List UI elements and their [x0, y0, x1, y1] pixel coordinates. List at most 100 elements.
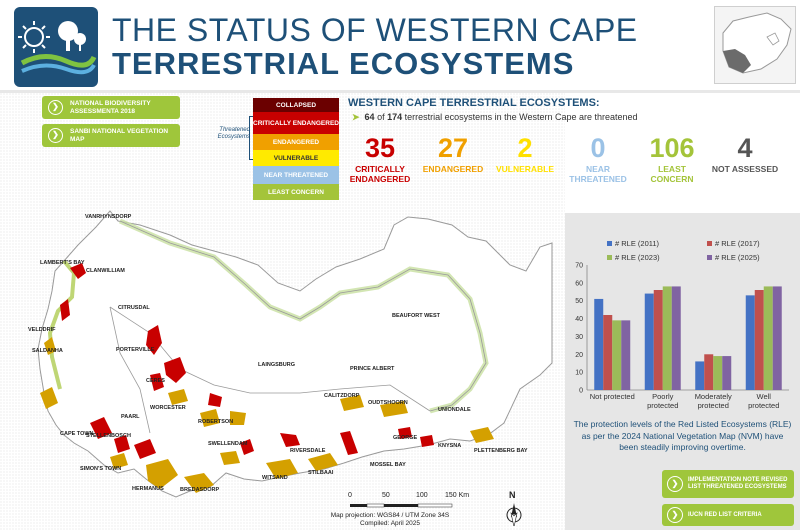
bullet-arrow-icon: ➤	[352, 112, 365, 122]
bar	[653, 290, 663, 390]
town-label: GEORGE	[393, 435, 418, 441]
legend-collapsed: COLLAPSED	[253, 98, 339, 112]
bar	[754, 290, 764, 390]
town-label: PRINCE ALBERT	[350, 366, 395, 372]
town-label: CITRUSDAL	[118, 305, 150, 311]
x-tick-label: protected	[698, 401, 729, 410]
total-count: 174	[387, 112, 403, 122]
legend-swatch	[707, 255, 712, 260]
scale-label: 100	[416, 492, 428, 499]
y-tick-label: 60	[575, 280, 583, 287]
legend-entry: # RLE (2011)	[615, 239, 660, 248]
stat-not-assessed: 4 NOT ASSESSED	[710, 132, 780, 174]
town-label: BEAUFORT WEST	[392, 313, 440, 319]
legend-vulnerable: VULNERABLE	[253, 150, 339, 166]
header-divider	[0, 90, 800, 93]
town-label: VANRHYNSDORP	[85, 214, 132, 220]
button-label: NATIONAL BIODIVERSITY ASSESSMENTA 2018	[70, 100, 151, 115]
y-tick-label: 40	[575, 316, 583, 323]
town-label: PLETTENBERG BAY	[474, 448, 528, 454]
town-label: STELLENBOSCH	[86, 433, 131, 439]
stat-vulnerable: 2 VULNERABLE	[490, 132, 560, 174]
town-label: KNYSNA	[438, 443, 462, 449]
bar	[662, 286, 672, 390]
scale-label: 150 Km	[445, 492, 470, 499]
title-line-2: TERRESTRIAL ECOSYSTEMS	[112, 46, 575, 81]
bar	[722, 356, 732, 390]
town-label: SIMON'S TOWN	[80, 466, 122, 472]
status-legend: COLLAPSED CRITICALLY ENDANGERED ENDANGER…	[253, 98, 339, 200]
stats-title: WESTERN CAPE TERRESTRIAL ECOSYSTEMS:	[348, 97, 600, 109]
threatened-ecosystems-label: Threatened Ecosystems	[217, 127, 250, 140]
western-cape-map: VANRHYNSDORP LAMBERT'S BAY CLANWILLIAM C…	[0, 93, 565, 530]
legend-entry: # RLE (2017)	[715, 239, 760, 248]
stat-label: NEAR THREATENED	[569, 164, 627, 184]
threatened-count: 64	[364, 112, 375, 122]
map-projection-note: Map projection: WGS84 / UTM Zone 34S Com…	[330, 512, 450, 527]
x-tick-label: Not protected	[590, 392, 635, 401]
chevron-right-icon: ❯	[667, 476, 683, 492]
bar	[704, 354, 714, 390]
button-label: IUCN RED LIST CRITERIA	[688, 511, 762, 518]
button-label: IMPLEMENTATION NOTE REVISED LIST THREATE…	[688, 477, 788, 490]
legend-swatch	[607, 255, 612, 260]
town-label: CAPE TOWN	[60, 431, 94, 437]
town-label: VELDDRIF	[28, 327, 56, 333]
y-tick-label: 70	[575, 263, 583, 270]
sanbi-vegetation-map-button[interactable]: ❯ SANBI NATIONAL VEGETATION MAP	[42, 124, 180, 147]
bar	[713, 356, 723, 390]
y-tick-label: 0	[579, 388, 583, 395]
x-tick-label: protected	[647, 401, 678, 410]
town-label: LAMBERT'S BAY	[40, 260, 85, 266]
stats-subtitle: ➤ 64 of 174 terrestrial ecosystems in th…	[352, 112, 638, 122]
implementation-note-button[interactable]: ❯ IMPLEMENTATION NOTE REVISED LIST THREA…	[662, 470, 794, 498]
chevron-right-icon: ❯	[667, 507, 683, 523]
threatened-bracket	[249, 116, 253, 160]
town-label: SALDANHA	[32, 348, 63, 354]
bar	[763, 286, 773, 390]
town-label: PAARL	[121, 414, 140, 420]
iucn-red-list-criteria-button[interactable]: ❯ IUCN RED LIST CRITERIA	[662, 504, 794, 526]
stat-critically-endangered: 35 CRITICALLY ENDANGERED	[345, 132, 415, 184]
town-label: STILBAAI	[308, 470, 334, 476]
bar	[603, 315, 613, 390]
chart-caption: The protection levels of the Red Listed …	[573, 419, 792, 452]
y-tick-label: 10	[575, 370, 583, 377]
legend-entry: # RLE (2025)	[715, 253, 760, 262]
x-tick-label: Moderately	[695, 392, 732, 401]
stat-value: 0	[590, 133, 606, 163]
scale-label: 50	[382, 492, 390, 499]
legend-critically-endangered: CRITICALLY ENDANGERED	[253, 112, 339, 134]
bar	[745, 295, 755, 390]
x-tick-label: Poorly	[652, 392, 674, 401]
stat-label: CRITICALLY ENDANGERED	[349, 164, 411, 184]
x-tick-label: protected	[748, 401, 779, 410]
legend-swatch	[707, 241, 712, 246]
legend-entry: # RLE (2023)	[615, 253, 660, 262]
protection-level-chart: 0 10 20 30 40 50 60 70 # RLE (2011) # RLE (2017) #…	[575, 239, 789, 410]
town-label: RIVERSDALE	[290, 448, 326, 454]
town-label: PORTERVILLE	[116, 347, 155, 353]
header: THE STATUS OF WESTERN CAPE TERRESTRIAL E…	[0, 0, 800, 90]
bar	[621, 320, 631, 390]
stat-value: 35	[364, 133, 396, 163]
western-cape-logo	[14, 7, 98, 87]
y-tick-label: 30	[575, 334, 583, 341]
stat-value: 4	[737, 133, 753, 163]
bar	[772, 286, 782, 390]
y-tick-label: 50	[575, 298, 583, 305]
stat-label: LEAST CONCERN	[650, 164, 694, 184]
stat-near-threatened: 0 NEAR THREATENED	[563, 132, 633, 184]
national-biodiversity-assessment-button[interactable]: ❯ NATIONAL BIODIVERSITY ASSESSMENTA 2018	[42, 96, 180, 119]
town-label: SWELLENDAM	[208, 441, 248, 447]
town-label: UNIONDALE	[438, 407, 471, 413]
button-label: SANBI NATIONAL VEGETATION MAP	[70, 128, 169, 143]
stat-value: 106	[649, 133, 695, 163]
legend-swatch	[607, 241, 612, 246]
town-label: CLANWILLIAM	[86, 268, 125, 274]
town-label: WITSAND	[262, 475, 288, 481]
title-line-1: THE STATUS OF WESTERN CAPE	[112, 12, 638, 48]
bar	[671, 286, 681, 390]
stat-label: NOT ASSESSED	[711, 164, 779, 174]
